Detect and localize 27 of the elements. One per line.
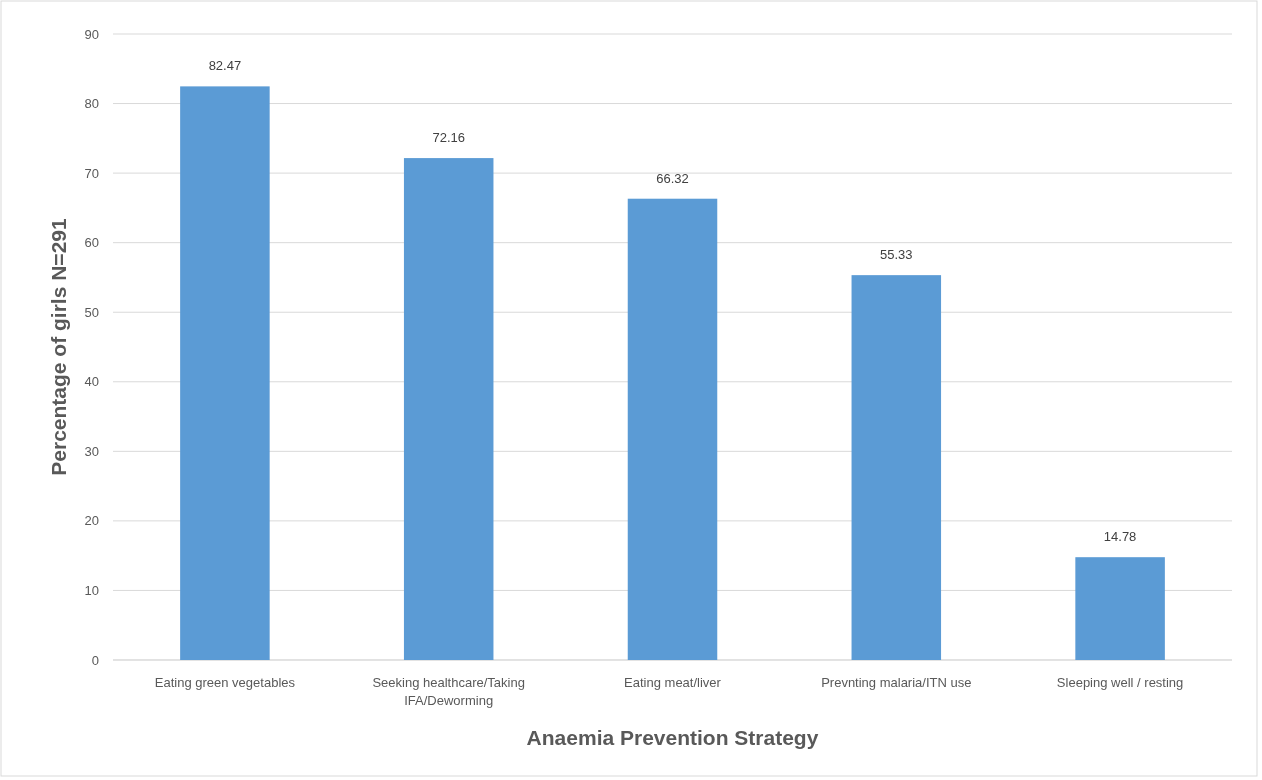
y-tick-label: 70 (84, 165, 99, 181)
y-tick-label: 60 (84, 235, 99, 251)
data-label: 55.33 (880, 247, 913, 263)
y-tick-label: 50 (84, 304, 99, 320)
x-tick-label: Prevnting malaria/ITN use (821, 675, 972, 690)
y-tick-label: 40 (84, 374, 99, 390)
bar (627, 198, 718, 660)
bar (403, 158, 494, 660)
data-label: 66.32 (656, 170, 689, 186)
x-tick-label: Sleeping well / resting (1056, 675, 1184, 690)
y-tick-label: 80 (84, 96, 99, 112)
x-tick-label: Eating green vegetables (154, 675, 296, 690)
x-tick-label: Seeking healthcare/Taking IFA/Deworming (372, 675, 525, 708)
y-axis-title: Percentage of girls N=291 (47, 218, 70, 476)
data-label: 82.47 (208, 58, 242, 74)
bar (1075, 557, 1165, 660)
x-axis-title: Anaemia Prevention Strategy (526, 726, 819, 749)
y-tick-label: 90 (84, 26, 99, 42)
data-label: 72.16 (432, 130, 465, 146)
bar (851, 275, 942, 660)
y-tick-label: 0 (91, 652, 99, 668)
bar (180, 86, 270, 660)
y-tick-label: 30 (84, 443, 99, 459)
x-tick-label: Eating meat/liver (624, 675, 722, 690)
y-tick-label: 20 (84, 513, 99, 529)
data-label: 14.78 (1103, 529, 1137, 545)
y-tick-label: 10 (84, 582, 99, 598)
